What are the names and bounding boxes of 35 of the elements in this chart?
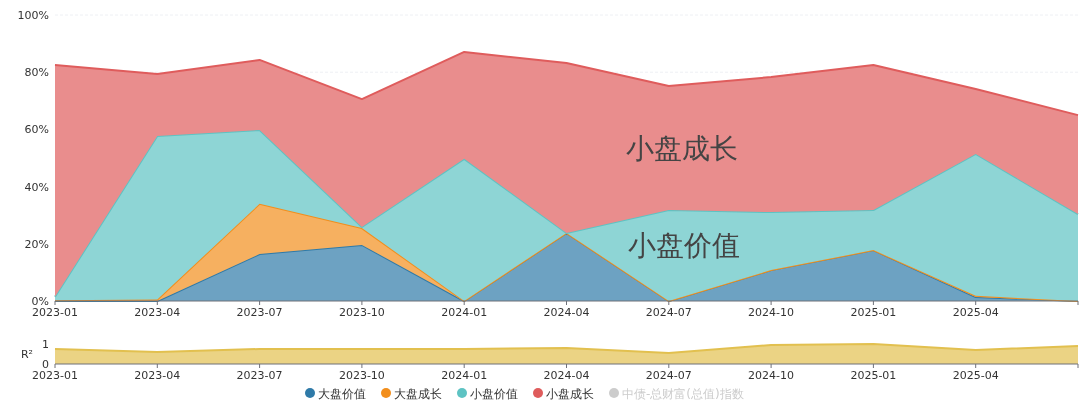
y-axis-title: R²	[20, 348, 33, 361]
y-tick-label: 0%	[31, 295, 49, 308]
annotation: 小盘价值	[628, 229, 740, 262]
legend-label: 大盘价值	[318, 386, 366, 401]
x-tick-label: 2023-10	[338, 369, 385, 382]
legend-label: 大盘成长	[394, 386, 442, 401]
x-tick-label: 2023-01	[32, 369, 78, 382]
y-tick-label: 40%	[24, 180, 49, 194]
x-tick-label: 2024-04	[543, 369, 590, 382]
legend-label: 小盘成长	[546, 386, 594, 401]
x-tick-label: 2025-04	[952, 306, 999, 319]
x-tick-label: 2024-01	[441, 306, 488, 319]
x-tick-label: 2023-04	[134, 369, 181, 382]
x-tick-label: 2023-04	[134, 306, 181, 319]
x-tick-label: 2025-01	[850, 369, 897, 382]
x-tick-label: 2024-07	[645, 369, 692, 382]
x-tick-label: 2023-07	[236, 306, 283, 319]
x-tick-label: 2024-01	[441, 369, 488, 382]
y-tick-label: 60%	[24, 123, 49, 137]
y-tick-label: 20%	[24, 237, 49, 251]
x-tick-label: 2024-10	[748, 306, 795, 319]
x-tick-label: 2024-07	[645, 306, 692, 319]
annotation: 小盘成长	[626, 132, 738, 165]
x-tick-label: 2023-10	[338, 306, 385, 319]
x-tick-label: 2025-04	[952, 369, 999, 382]
legend-label: 小盘价值	[470, 386, 518, 401]
y-tick-label: 0	[42, 358, 49, 371]
y-tick-label: 100%	[17, 9, 49, 22]
x-tick-label: 2025-01	[850, 306, 897, 319]
x-tick-label: 2024-04	[543, 306, 590, 319]
x-tick-label: 2024-10	[748, 369, 795, 382]
x-tick-label: 2023-07	[236, 369, 283, 382]
y-tick-label: 80%	[24, 66, 49, 80]
x-tick-label: 2023-01	[32, 306, 78, 319]
y-tick-label: 1	[42, 338, 49, 351]
